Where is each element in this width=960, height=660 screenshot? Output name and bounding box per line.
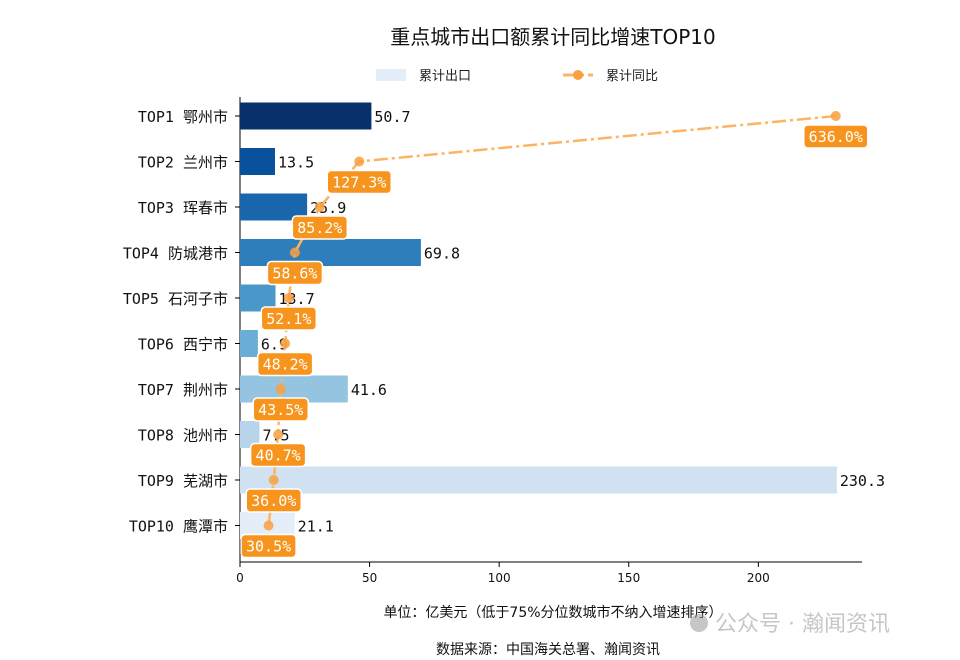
watermark-text: 公众号 · 瀚闻资讯 — [715, 612, 890, 637]
y-tick-label: TOP9 芜湖市 — [138, 472, 228, 490]
growth-marker — [275, 384, 286, 394]
legend-line-label: 累计同比 — [606, 69, 658, 84]
bar — [240, 466, 837, 494]
bar — [240, 421, 260, 448]
growth-marker — [289, 247, 300, 258]
growth-label-box — [240, 533, 297, 559]
y-tick-label: TOP3 珲春市 — [138, 199, 228, 217]
legend-bar-swatch — [376, 69, 406, 81]
growth-label: 43.5% — [258, 401, 303, 419]
x-tick-label: 200 — [747, 571, 770, 585]
bar-value-label: 41.6 — [351, 381, 387, 399]
growth-marker — [263, 520, 274, 531]
growth-label-box — [245, 488, 302, 513]
y-tick-label: TOP8 池州市 — [138, 427, 228, 445]
y-tick-label: TOP1 鄂州市 — [138, 108, 228, 126]
growth-label-box — [266, 260, 324, 286]
growth-label-box — [252, 397, 309, 422]
legend-bar-label: 累计出口 — [419, 69, 471, 84]
growth-marker — [830, 111, 841, 121]
source-note: 数据来源：中国海关总署、瀚闻资讯 — [436, 642, 660, 658]
growth-label: 30.5% — [246, 538, 291, 556]
growth-label-box — [260, 306, 318, 331]
bar-value-label: 50.7 — [374, 108, 410, 126]
growth-label: 127.3% — [332, 174, 386, 192]
growth-marker — [273, 429, 284, 440]
growth-label: 36.0% — [251, 492, 296, 510]
bar-value-label: 69.8 — [424, 245, 460, 263]
bar-value-label: 13.5 — [278, 154, 314, 172]
growth-label-box — [326, 169, 392, 195]
chart-title: 重点城市出口额累计同比增速TOP10 — [390, 25, 715, 49]
y-tick-label: TOP6 西宁市 — [138, 336, 228, 354]
growth-label-box — [256, 351, 314, 377]
legend-line-marker — [573, 70, 583, 80]
growth-marker — [268, 475, 279, 485]
growth-marker — [280, 338, 291, 349]
growth-label-box — [291, 215, 349, 240]
growth-label: 40.7% — [256, 447, 301, 465]
x-tick-label: 150 — [617, 571, 640, 585]
y-tick-label: TOP10 鹰潭市 — [129, 518, 228, 536]
y-tick-label: TOP7 荆州市 — [138, 381, 228, 399]
bar-value-label: 6.9 — [261, 336, 288, 354]
growth-label: 85.2% — [297, 219, 342, 237]
bar — [240, 148, 275, 175]
bar — [240, 239, 421, 266]
growth-label: 58.6% — [272, 265, 317, 283]
growth-label: 52.1% — [266, 310, 311, 328]
growth-marker — [283, 293, 294, 303]
y-tick-label: TOP4 防城港市 — [123, 245, 228, 263]
bar-value-label: 21.1 — [298, 518, 334, 536]
x-axis-label: 单位：亿美元（低于75%分位数城市不纳入增速排序） — [383, 604, 722, 621]
growth-marker — [354, 156, 365, 167]
bar-value-label: 230.3 — [840, 472, 885, 490]
y-tick-label: TOP2 兰州市 — [138, 154, 228, 172]
growth-label-box — [803, 124, 869, 149]
wechat-icon — [690, 614, 708, 632]
growth-marker — [314, 202, 325, 212]
growth-label-box — [249, 442, 307, 468]
watermark: 公众号 · 瀚闻资讯 — [690, 612, 890, 637]
x-tick-label: 50 — [362, 571, 377, 585]
growth-label: 48.2% — [263, 356, 308, 374]
x-tick-label: 0 — [236, 571, 244, 585]
bar — [240, 102, 372, 130]
y-tick-label: TOP5 石河子市 — [123, 290, 228, 308]
growth-label: 636.0% — [809, 128, 863, 146]
legend: 累计出口 累计同比 — [376, 69, 658, 84]
x-tick-label: 100 — [488, 571, 511, 585]
bar — [240, 330, 258, 357]
